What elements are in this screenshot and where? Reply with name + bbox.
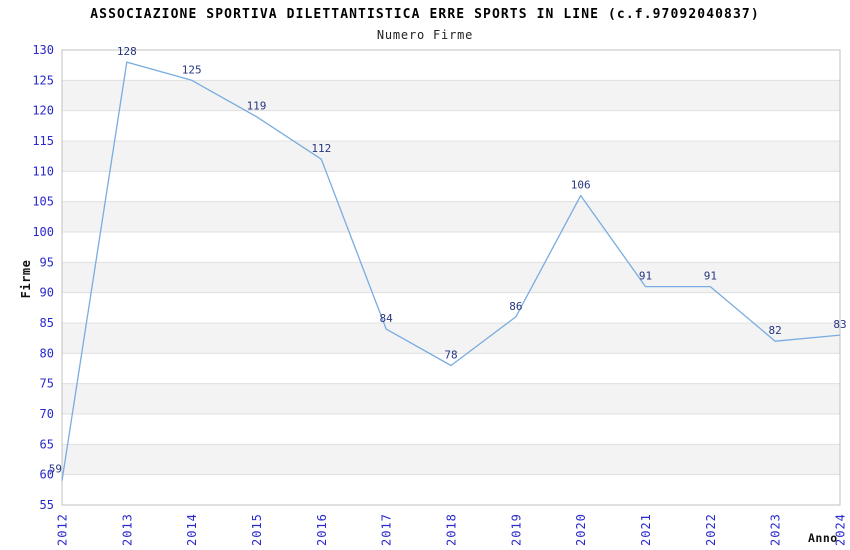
y-tick-label: 60 <box>40 468 54 482</box>
y-tick-label: 115 <box>32 134 54 148</box>
data-point-label: 82 <box>769 324 782 337</box>
chart-title: ASSOCIAZIONE SPORTIVA DILETTANTISTICA ER… <box>90 7 760 22</box>
chart-subtitle: Numero Firme <box>376 28 474 42</box>
data-point-label: 86 <box>509 300 522 313</box>
data-point-label: 91 <box>704 270 717 283</box>
x-tick-label: 2019 <box>509 513 523 546</box>
x-axis-title: Anno <box>808 531 838 545</box>
x-tick-label: 2024 <box>834 513 848 546</box>
data-point-label: 128 <box>117 45 137 58</box>
data-point-label: 59 <box>49 463 62 476</box>
data-point-label: 119 <box>247 100 267 113</box>
alt-band <box>62 323 840 354</box>
data-point-label: 106 <box>571 179 591 192</box>
data-point-label: 112 <box>311 142 331 155</box>
y-tick-label: 75 <box>40 377 54 391</box>
data-point-label: 84 <box>380 312 394 325</box>
data-point-label: 83 <box>833 318 846 331</box>
series-line <box>61 61 841 481</box>
alt-band <box>62 262 840 293</box>
plot-border <box>61 49 841 506</box>
y-tick-label: 90 <box>40 286 54 300</box>
alt-band <box>62 141 840 172</box>
y-tick-label: 125 <box>32 73 54 87</box>
alt-band <box>62 383 840 414</box>
y-tick-label: 85 <box>40 316 54 330</box>
y-tick-label: 120 <box>32 104 54 118</box>
y-tick-label: 70 <box>40 407 54 421</box>
y-tick-label: 105 <box>32 195 54 209</box>
x-tick-label: 2015 <box>250 513 264 546</box>
data-point-label: 125 <box>182 63 202 76</box>
y-tick-label: 110 <box>32 164 54 178</box>
alt-band <box>62 80 840 111</box>
x-tick-label: 2022 <box>704 513 718 546</box>
y-tick-label: 55 <box>40 498 54 512</box>
x-tick-label: 2012 <box>56 513 70 546</box>
x-tick-label: 2016 <box>315 513 329 546</box>
data-point-label: 91 <box>639 270 652 283</box>
y-tick-label: 100 <box>32 225 54 239</box>
y-tick-label: 80 <box>40 346 54 360</box>
alt-band <box>62 201 840 232</box>
x-tick-label: 2018 <box>445 513 459 546</box>
x-tick-label: 2021 <box>639 513 653 546</box>
x-tick-label: 2017 <box>380 513 394 546</box>
y-tick-label: 130 <box>32 43 54 57</box>
y-tick-label: 95 <box>40 255 54 269</box>
x-tick-label: 2020 <box>574 513 588 546</box>
x-tick-label: 2023 <box>769 513 783 546</box>
data-point-label: 78 <box>444 348 457 361</box>
alt-band <box>62 444 840 475</box>
x-tick-label: 2014 <box>185 513 199 546</box>
x-tick-label: 2013 <box>120 513 134 546</box>
y-tick-label: 65 <box>40 437 54 451</box>
